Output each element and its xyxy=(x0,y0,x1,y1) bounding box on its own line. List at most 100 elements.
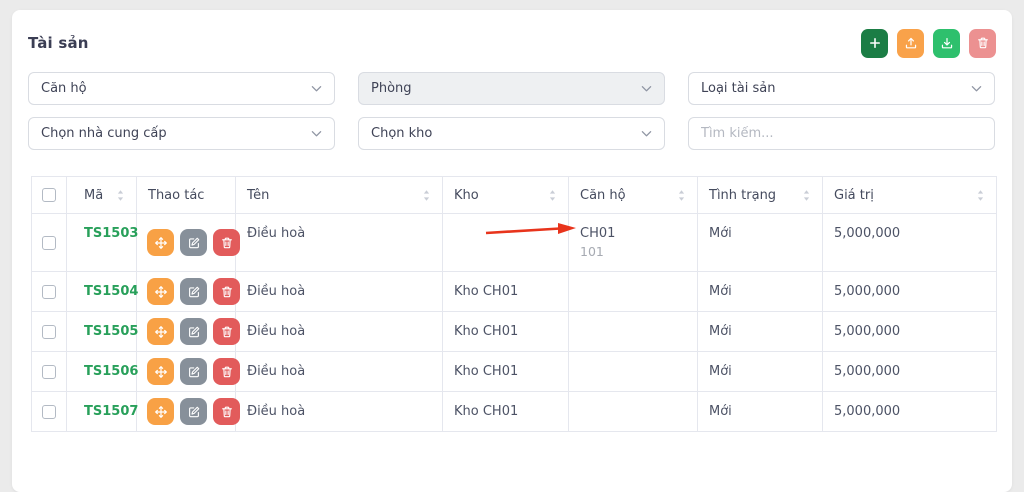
trash-icon xyxy=(220,236,234,250)
select-all-checkbox[interactable] xyxy=(42,188,56,202)
sort-icon[interactable] xyxy=(677,189,686,202)
trash-icon xyxy=(976,36,990,50)
asset-code: TS1506 xyxy=(84,364,139,379)
table-row: TS1507 Điều hoà Kho CH01 Mới 5,000,000 xyxy=(31,391,997,432)
sort-icon[interactable] xyxy=(802,189,811,202)
column-header[interactable]: Giá trị xyxy=(822,176,997,214)
chevron-down-icon xyxy=(311,130,322,138)
asset-value: 5,000,000 xyxy=(822,311,997,352)
chevron-down-icon xyxy=(311,85,322,93)
download-icon xyxy=(940,36,954,50)
sort-icon[interactable] xyxy=(548,189,557,202)
upload-button[interactable] xyxy=(897,28,924,58)
row-actions-cell xyxy=(136,391,240,432)
asset-code: TS1505 xyxy=(84,324,139,339)
row-move-button[interactable] xyxy=(147,358,174,385)
row-checkbox[interactable] xyxy=(42,324,56,339)
card-header: Tài sản xyxy=(28,26,996,60)
trash-icon xyxy=(220,325,234,339)
chevron-down-icon xyxy=(971,85,982,93)
column-label: Thao tác xyxy=(148,187,205,203)
asset-room: 101 xyxy=(580,244,604,259)
filter-row-2: Chọn nhà cung cấp Chọn kho xyxy=(28,117,996,150)
row-delete-button[interactable] xyxy=(213,358,240,385)
asset-name: Điều hoà xyxy=(235,391,443,432)
row-delete-button[interactable] xyxy=(213,278,240,305)
asset-warehouse: Kho CH01 xyxy=(442,311,569,352)
plus-icon xyxy=(868,36,882,50)
row-edit-button[interactable] xyxy=(180,398,207,425)
column-header: Thao tác xyxy=(136,176,236,214)
row-edit-button[interactable] xyxy=(180,358,207,385)
sort-icon[interactable] xyxy=(422,189,431,202)
asset-status: Mới xyxy=(697,213,823,272)
apartment-select[interactable]: Căn hộ xyxy=(28,72,335,105)
asset-code: TS1504 xyxy=(84,284,139,299)
row-move-button[interactable] xyxy=(147,398,174,425)
apartment-select-value: Căn hộ xyxy=(41,81,87,96)
row-checkbox[interactable] xyxy=(42,235,56,250)
row-actions-cell xyxy=(136,351,240,392)
sort-icon[interactable] xyxy=(976,189,985,202)
edit-icon xyxy=(187,365,201,379)
column-header[interactable]: Mã xyxy=(66,176,137,214)
row-checkbox[interactable] xyxy=(42,284,56,299)
row-move-button[interactable] xyxy=(147,318,174,345)
search-input[interactable] xyxy=(688,117,995,150)
column-header[interactable]: Căn hộ xyxy=(568,176,698,214)
edit-icon xyxy=(187,405,201,419)
asset-apartment-cell xyxy=(568,311,698,352)
column-header[interactable]: Tên xyxy=(235,176,443,214)
room-select-value: Phòng xyxy=(371,81,412,96)
asset-apartment: CH01 xyxy=(580,226,616,241)
asset-code: TS1507 xyxy=(84,404,139,419)
asset-name: Điều hoà xyxy=(235,351,443,392)
row-delete-button[interactable] xyxy=(213,318,240,345)
download-button[interactable] xyxy=(933,28,960,58)
warehouse-select[interactable]: Chọn kho xyxy=(358,117,665,150)
row-edit-button[interactable] xyxy=(180,278,207,305)
column-header[interactable]: Kho xyxy=(442,176,569,214)
column-label: Mã xyxy=(84,187,104,203)
table-header-row: Mã Thao tác Tên Kho Căn hộ Tình trạng Giá trị xyxy=(31,176,997,214)
assets-table-wrap: Mã Thao tác Tên Kho Căn hộ Tình trạng Giá trị … xyxy=(28,176,997,432)
warehouse-select-value: Chọn kho xyxy=(371,126,433,141)
page-title: Tài sản xyxy=(28,34,89,52)
room-select[interactable]: Phòng xyxy=(358,72,665,105)
delete-button[interactable] xyxy=(969,28,996,58)
add-button[interactable] xyxy=(861,28,888,58)
asset-apartment-cell xyxy=(568,351,698,392)
asset-type-select[interactable]: Loại tài sản xyxy=(688,72,995,105)
column-header[interactable]: Tình trạng xyxy=(697,176,823,214)
asset-apartment-cell: CH01 101 xyxy=(568,213,698,272)
supplier-select[interactable]: Chọn nhà cung cấp xyxy=(28,117,335,150)
asset-name: Điều hoà xyxy=(235,213,443,272)
asset-warehouse xyxy=(442,213,569,272)
row-actions-cell xyxy=(136,271,240,312)
column-label: Giá trị xyxy=(834,187,874,203)
move-icon xyxy=(154,285,168,299)
table-row: TS1504 Điều hoà Kho CH01 Mới 5,000,000 xyxy=(31,271,997,312)
row-checkbox[interactable] xyxy=(42,364,56,379)
row-edit-button[interactable] xyxy=(180,229,207,256)
row-move-button[interactable] xyxy=(147,278,174,305)
row-delete-button[interactable] xyxy=(213,398,240,425)
asset-name: Điều hoà xyxy=(235,271,443,312)
sort-icon[interactable] xyxy=(116,189,125,202)
row-delete-button[interactable] xyxy=(213,229,240,256)
move-icon xyxy=(154,365,168,379)
chevron-down-icon xyxy=(641,130,652,138)
edit-icon xyxy=(187,325,201,339)
asset-status: Mới xyxy=(697,271,823,312)
row-actions-cell xyxy=(136,311,240,352)
row-checkbox[interactable] xyxy=(42,404,56,419)
edit-icon xyxy=(187,236,201,250)
asset-value: 5,000,000 xyxy=(822,391,997,432)
select-all-header-cell xyxy=(31,176,67,214)
asset-warehouse: Kho CH01 xyxy=(442,391,569,432)
asset-value: 5,000,000 xyxy=(822,351,997,392)
trash-icon xyxy=(220,285,234,299)
row-move-button[interactable] xyxy=(147,229,174,256)
row-edit-button[interactable] xyxy=(180,318,207,345)
trash-icon xyxy=(220,405,234,419)
